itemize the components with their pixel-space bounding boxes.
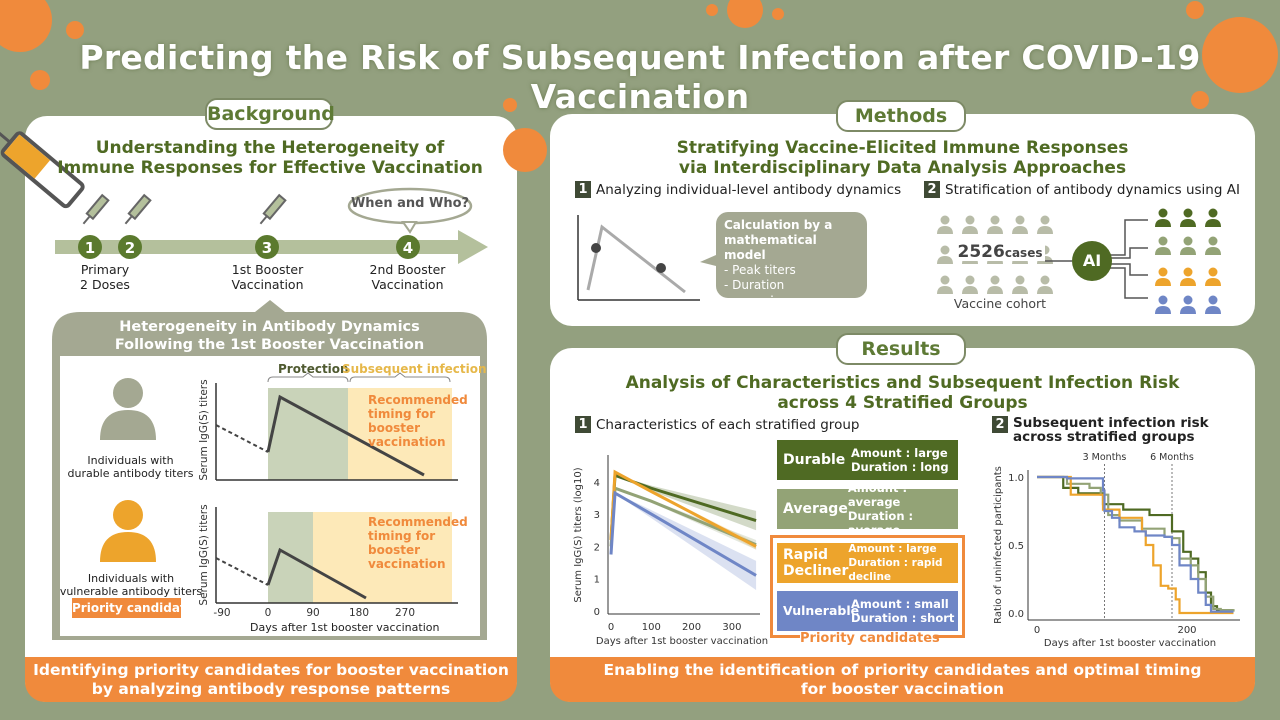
ai-node: AI	[1072, 241, 1112, 281]
bubble-title: Calculation by a mathematical model	[724, 218, 833, 262]
step-label: Analyzing individual-level antibody dyna…	[596, 181, 902, 198]
methods-step-2: 2 Stratification of antibody dynamics us…	[924, 181, 1240, 198]
group-name: Durable	[783, 452, 846, 468]
step-number: 1	[575, 181, 591, 198]
priority-candidates-label: Priority candidates	[800, 631, 940, 646]
first-booster-label: 1st Booster Vaccination	[231, 262, 304, 292]
question-bubble: When and Who?	[350, 196, 470, 211]
group-durable: Durable Amount : large Duration : long	[777, 440, 958, 480]
group-average: Average Amount : average Duration : avera…	[777, 481, 958, 537]
group-duration: Duration : rapid decline	[848, 557, 943, 583]
results-step-2: 2 Subsequent infection risk across strat…	[992, 416, 1209, 444]
step-label: Characteristics of each stratified group	[596, 416, 860, 433]
recommended-timing-1: Recommended timing for booster vaccinati…	[368, 393, 468, 449]
group-vulnerable: Vulnerable Amount : small Duration : shor…	[777, 591, 958, 631]
durable-label: Individuals with durable antibody titers	[67, 454, 194, 480]
subsequent-infection-label: Subsequent infection	[342, 362, 487, 376]
box-title-line: Following the 1st Booster Vaccination	[114, 337, 425, 353]
group-name: Vulnerable	[783, 603, 860, 618]
background-footer: Identifying priority candidates for boos…	[25, 657, 517, 702]
heading-line: Stratifying Vaccine-Elicited Immune Resp…	[676, 138, 1129, 158]
group-duration: Duration : average	[847, 509, 914, 537]
box-title-line: Heterogeneity in Antibody Dynamics	[119, 319, 420, 335]
protection-label: Protection	[278, 362, 349, 376]
step-number: 2	[924, 181, 940, 198]
group-amount: Amount : large	[848, 543, 937, 555]
bubble-item: - Duration	[724, 278, 785, 292]
background-pill: Background	[205, 98, 335, 130]
methods-pill: Methods	[836, 100, 966, 132]
group-name: Average	[783, 501, 848, 517]
group-amount: Amount : large	[851, 446, 948, 460]
step-number: 1	[575, 416, 591, 433]
cases-unit: cases	[1004, 246, 1043, 260]
vulnerable-label: Individuals with vulnerable antibody tit…	[59, 572, 203, 598]
xlabel: Days after 1st booster vaccination	[250, 621, 440, 634]
group-name: Rapid Decliner	[783, 547, 849, 579]
methods-heading: Stratifying Vaccine-Elicited Immune Resp…	[550, 138, 1255, 178]
background-heading: Understanding the Heterogeneity of Immun…	[30, 138, 510, 178]
recommended-timing-2: Recommended timing for booster vaccinati…	[368, 515, 468, 571]
group-amount: Amount : average	[847, 481, 908, 509]
heading-line: via Interdisciplinary Data Analysis Appr…	[678, 158, 1127, 178]
bubble-item: - Peak titers	[724, 263, 796, 277]
results-pill: Results	[836, 333, 966, 365]
primary-doses-label: Primary 2 Doses	[80, 262, 130, 292]
heading-line: Immune Responses for Effective Vaccinati…	[57, 158, 483, 178]
bubble-item: ⋮	[766, 293, 778, 307]
step-label: Stratification of antibody dynamics usin…	[945, 181, 1240, 198]
poster-title: Predicting the Risk of Subsequent Infect…	[79, 38, 1201, 116]
model-bubble: Calculation by a mathematical model - Pe…	[716, 212, 867, 307]
cases-number: 2526	[957, 242, 1005, 262]
step-label: Subsequent infection risk across stratif…	[1013, 415, 1209, 445]
group-duration: Duration : long	[851, 460, 949, 474]
second-booster-label: 2nd Booster Vaccination	[369, 262, 446, 292]
heading-line: Understanding the Heterogeneity of	[95, 138, 445, 158]
step-number: 2	[992, 416, 1008, 433]
results-footer: Enabling the identification of priority …	[550, 657, 1255, 702]
heading-line: Analysis of Characteristics and Subseque…	[625, 373, 1180, 393]
group-rapid-decliner: Rapid Decliner Amount : large Duration : …	[777, 543, 958, 583]
results-heading: Analysis of Characteristics and Subseque…	[550, 373, 1255, 413]
priority-badge: Priority candidates	[72, 598, 201, 618]
results-step-1: 1 Characteristics of each stratified gro…	[575, 416, 859, 433]
heading-line: across 4 Stratified Groups	[777, 393, 1028, 413]
cases-count: 2526cases	[955, 242, 1045, 262]
cohort-label: Vaccine cohort	[953, 296, 1047, 311]
box-title: Heterogeneity in Antibody Dynamics Follo…	[52, 318, 487, 354]
group-duration: Duration : short	[851, 611, 955, 625]
group-amount: Amount : small	[851, 597, 949, 611]
methods-step-1: 1 Analyzing individual-level antibody dy…	[575, 181, 901, 198]
